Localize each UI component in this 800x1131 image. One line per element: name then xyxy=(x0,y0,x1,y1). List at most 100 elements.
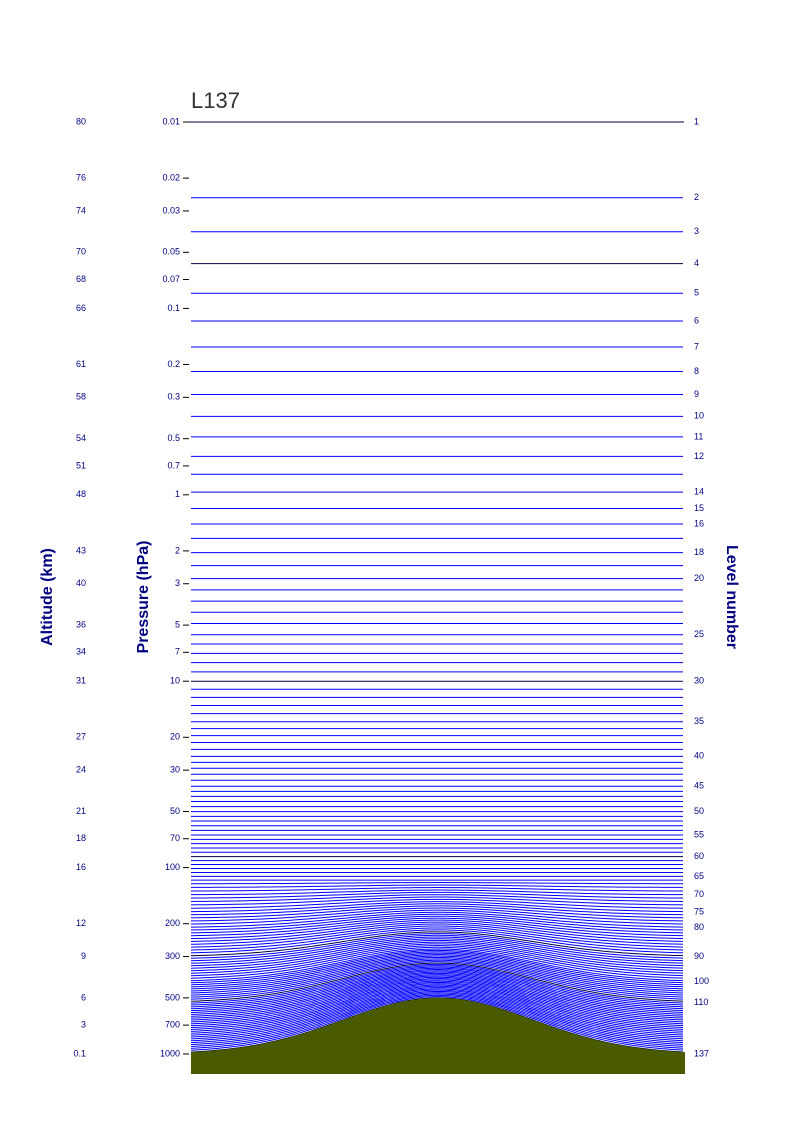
pressure-tick-label: 0.01 xyxy=(162,116,180,126)
level-number-label: 90 xyxy=(694,951,704,961)
level-number-label: 65 xyxy=(694,871,704,881)
model-level-line xyxy=(190,945,684,977)
level-number-label: 35 xyxy=(694,716,704,726)
level-number-label: 9 xyxy=(694,389,699,399)
level-number-label: 4 xyxy=(694,258,699,268)
pressure-tick-label: 100 xyxy=(165,862,180,872)
pressure-tick-label: 0.05 xyxy=(162,247,180,257)
model-level-line xyxy=(190,994,684,1049)
model-level-line xyxy=(190,951,684,986)
pressure-tick-label: 0.03 xyxy=(162,205,180,215)
altitude-tick-label: 24 xyxy=(76,765,86,775)
level-number-label: 8 xyxy=(694,366,699,376)
level-number-label: 25 xyxy=(694,629,704,639)
model-level-line xyxy=(190,911,684,928)
model-level-line xyxy=(190,967,684,1010)
model-level-line xyxy=(190,996,684,1051)
level-number-label: 14 xyxy=(694,487,704,497)
level-number-label: 5 xyxy=(694,288,699,298)
diagram-title: L137 xyxy=(191,88,240,113)
level-number-label: 45 xyxy=(694,781,704,791)
model-level-line xyxy=(190,949,684,984)
model-level-line xyxy=(190,975,684,1021)
altitude-tick-label: 66 xyxy=(76,303,86,313)
altitude-tick-label: 74 xyxy=(76,205,86,215)
model-level-line xyxy=(190,985,684,1036)
model-level-line xyxy=(190,913,684,931)
altitude-tick-label: 36 xyxy=(76,619,86,629)
model-level-line xyxy=(190,933,684,959)
model-level-line xyxy=(190,896,684,906)
level-number-label: 11 xyxy=(694,431,703,441)
orography xyxy=(191,997,685,1074)
altitude-tick-label: 21 xyxy=(76,806,86,816)
model-level-line xyxy=(190,993,684,1047)
pressure-tick-label: 0.2 xyxy=(167,359,180,369)
model-level-line xyxy=(190,966,684,1008)
model-level-line xyxy=(190,934,684,962)
model-level-line xyxy=(190,963,684,1004)
pressure-tick-label: 5 xyxy=(175,619,180,629)
pressure-tick-label: 30 xyxy=(170,765,180,775)
pressure-tick-label: 500 xyxy=(165,992,180,1002)
model-level-line xyxy=(190,983,684,1032)
level-number-label: 18 xyxy=(694,547,704,557)
pressure-tick-label: 0.7 xyxy=(167,460,180,470)
altitude-tick-label: 27 xyxy=(76,732,86,742)
altitude-tick-label: 18 xyxy=(76,833,86,843)
model-level-line xyxy=(190,929,684,954)
model-level-line xyxy=(190,981,684,1030)
altitude-tick-label: 76 xyxy=(76,172,86,182)
model-level-line xyxy=(190,889,684,896)
model-level-line xyxy=(190,915,684,934)
model-level-line xyxy=(190,988,684,1040)
model-level-line xyxy=(190,905,684,919)
model-level-line xyxy=(190,971,684,1015)
model-level-line xyxy=(190,909,684,925)
model-level-line xyxy=(190,956,684,994)
model-level-line xyxy=(190,925,684,948)
model-level-line xyxy=(190,927,684,951)
altitude-tick-label: 48 xyxy=(76,489,86,499)
level-number-label: 137 xyxy=(694,1048,709,1058)
level-number-label: 100 xyxy=(694,976,709,986)
model-level-line xyxy=(190,979,684,1027)
level-number-label: 2 xyxy=(694,192,699,202)
altitude-tick-label: 40 xyxy=(76,578,86,588)
model-level-line xyxy=(190,948,684,982)
model-level-line xyxy=(190,931,684,957)
model-level-line xyxy=(190,887,684,892)
model-level-line xyxy=(190,917,684,937)
model-level-line xyxy=(190,923,684,945)
altitude-tick-label: 12 xyxy=(76,918,86,928)
model-level-line xyxy=(190,921,684,942)
level-number-label: 10 xyxy=(694,411,704,421)
level-number-label: 20 xyxy=(694,573,704,583)
model-level-line xyxy=(190,959,684,998)
model-level-line xyxy=(190,969,684,1012)
altitude-tick-label: 58 xyxy=(76,392,86,402)
model-level-line xyxy=(190,901,684,913)
level-number-label: 15 xyxy=(694,503,704,513)
altitude-tick-label: 70 xyxy=(76,247,86,257)
model-level-line xyxy=(190,954,684,990)
pressure-tick-label: 0.1 xyxy=(167,303,180,313)
model-level-line xyxy=(190,972,684,1017)
model-level-line xyxy=(191,882,684,885)
altitude-tick-label: 9 xyxy=(81,951,86,961)
model-level-line xyxy=(190,970,684,1014)
model-level-line xyxy=(190,919,684,940)
altitude-tick-label: 0.1 xyxy=(73,1048,86,1058)
model-level-line xyxy=(190,984,684,1034)
model-level-line xyxy=(190,980,684,1029)
altitude-tick-label: 54 xyxy=(76,433,86,443)
model-level-line xyxy=(190,976,684,1023)
model-level-line xyxy=(190,891,684,899)
level-number-label: 50 xyxy=(694,806,704,816)
model-level-line xyxy=(190,943,684,974)
level-number-label: 3 xyxy=(694,226,699,236)
pressure-tick-label: 20 xyxy=(170,732,180,742)
level-number-label: 1 xyxy=(694,116,699,126)
level-number-label: 75 xyxy=(694,906,704,916)
model-level-line xyxy=(190,952,684,988)
